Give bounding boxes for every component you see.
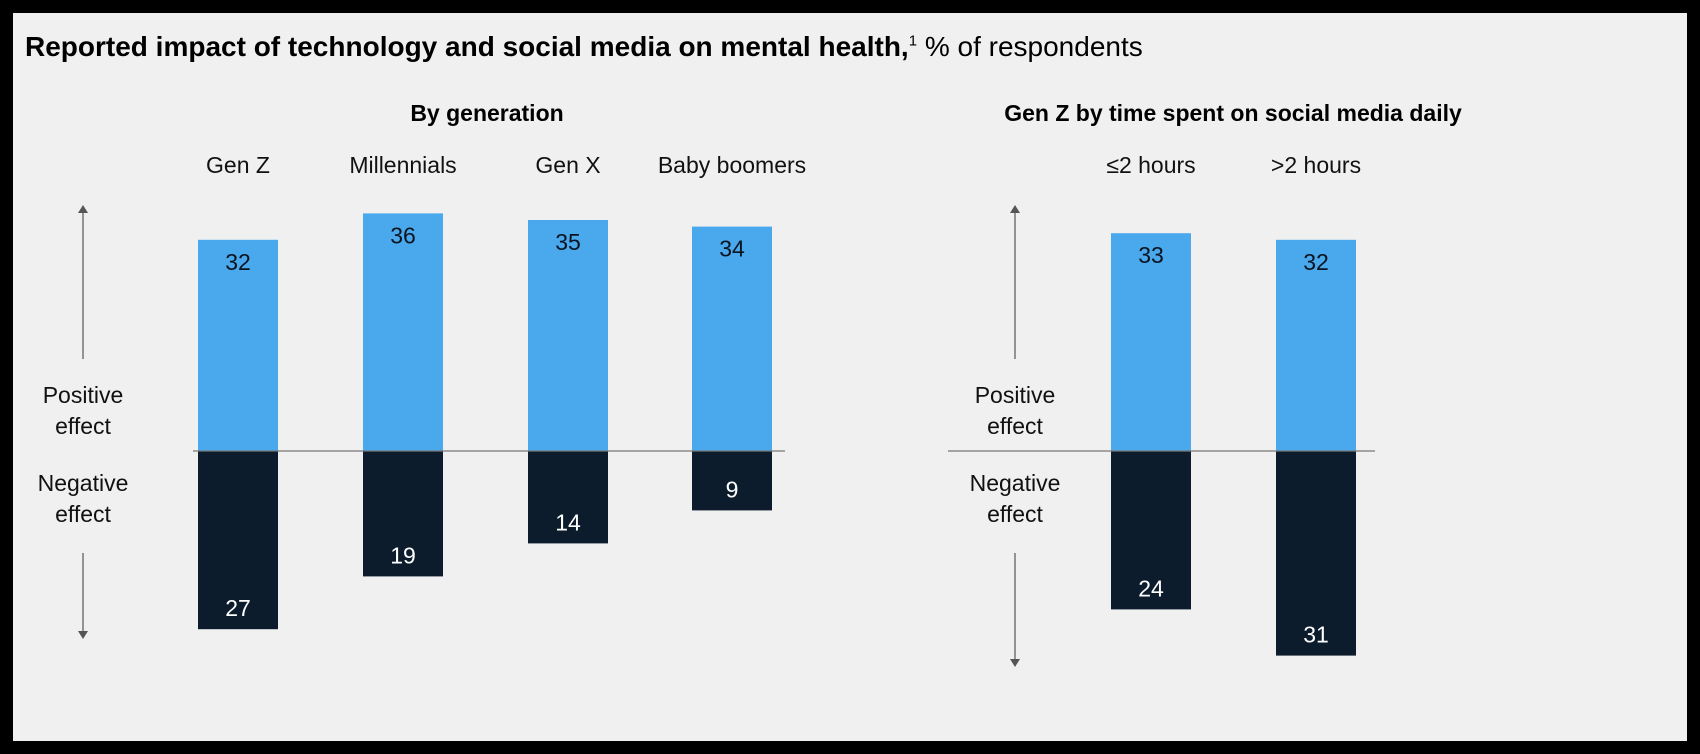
chart-subtitle: By generation xyxy=(410,100,563,126)
category-label: Millennials xyxy=(349,152,456,178)
positive-effect-label-line2: effect xyxy=(55,413,111,439)
negative-effect-label-line1: Negative xyxy=(970,470,1061,496)
negative-bar xyxy=(1276,451,1356,656)
positive-bar xyxy=(692,226,772,451)
chart-title: Reported impact of technology and social… xyxy=(25,31,1143,63)
negative-effect-label-line2: effect xyxy=(987,501,1043,527)
positive-bar xyxy=(1276,239,1356,451)
chart-frame: Reported impact of technology and social… xyxy=(13,13,1687,741)
positive-value-label: 34 xyxy=(719,236,745,262)
positive-bar xyxy=(528,220,608,451)
positive-effect-label-line2: effect xyxy=(987,413,1043,439)
negative-bar xyxy=(528,451,608,544)
positive-bar xyxy=(198,239,278,451)
positive-value-label: 32 xyxy=(225,249,251,275)
negative-bar xyxy=(363,451,443,577)
positive-value-label: 33 xyxy=(1138,242,1164,268)
category-label: Baby boomers xyxy=(658,152,806,178)
negative-bar xyxy=(1111,451,1191,610)
positive-value-label: 35 xyxy=(555,229,581,255)
category-label: ≤2 hours xyxy=(1106,152,1195,178)
positive-bar xyxy=(1111,233,1191,451)
chart-svg: By generation Gen Z 32 27 Millennials 36 19 Gen… xyxy=(38,100,1462,667)
positive-effect-label-line1: Positive xyxy=(43,382,124,408)
positive-effect-label-line1: Positive xyxy=(975,382,1056,408)
negative-value-label: 9 xyxy=(726,476,739,502)
positive-value-label: 36 xyxy=(390,222,416,248)
negative-effect-label-line1: Negative xyxy=(38,470,129,496)
category-label: Gen Z xyxy=(206,152,270,178)
unit-label: % of respondents xyxy=(924,31,1143,62)
negative-value-label: 31 xyxy=(1303,622,1329,648)
category-label: >2 hours xyxy=(1271,152,1361,178)
category-label: Gen X xyxy=(535,152,600,178)
negative-value-label: 24 xyxy=(1138,575,1164,601)
positive-value-label: 32 xyxy=(1303,249,1329,275)
positive-bar xyxy=(363,213,443,451)
negative-value-label: 14 xyxy=(555,509,581,535)
chart-subtitle: Gen Z by time spent on social media dail… xyxy=(1004,100,1462,126)
negative-bar xyxy=(692,451,772,511)
negative-value-label: 27 xyxy=(225,595,251,621)
footnote-marker: 1 xyxy=(908,32,918,50)
title-text: Reported impact of technology and social… xyxy=(25,31,909,62)
negative-bar xyxy=(198,451,278,630)
negative-value-label: 19 xyxy=(390,542,416,568)
negative-effect-label-line2: effect xyxy=(55,501,111,527)
